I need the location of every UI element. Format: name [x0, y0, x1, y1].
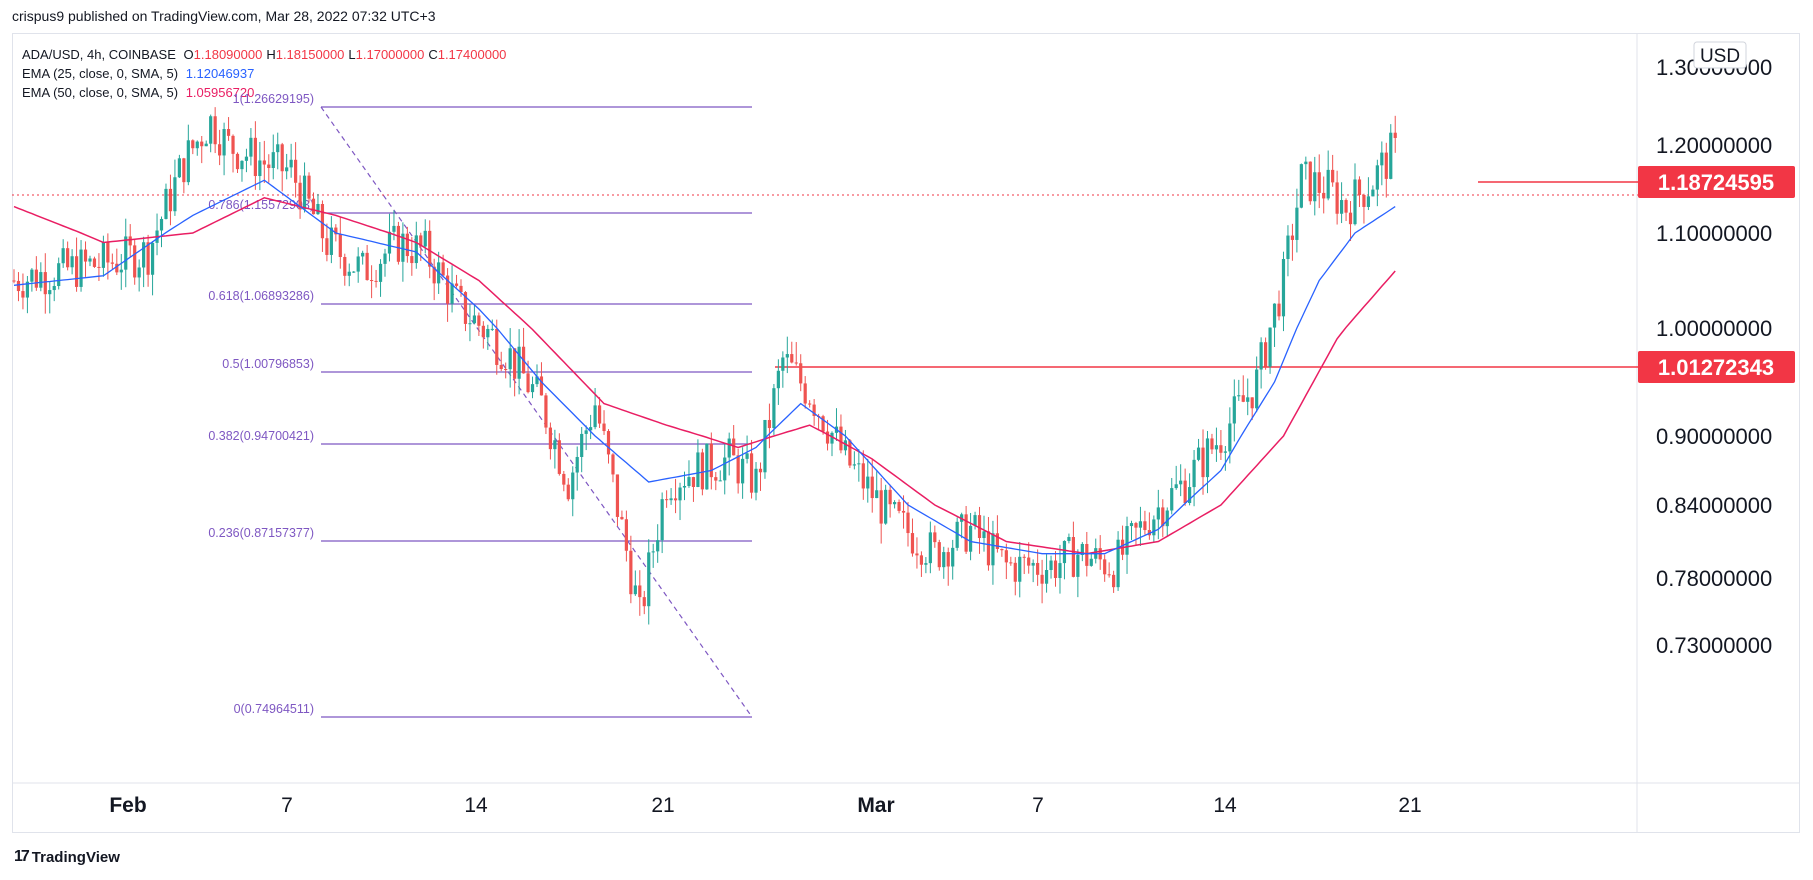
legend-ohlc-value: 1.18090000 [193, 47, 263, 62]
legend-ema50-value: 1.05956720 [185, 85, 255, 100]
legend-ema50-row: EMA (50, close, 0, SMA, 5) 1.05956720 [22, 83, 514, 102]
chart-frame[interactable] [12, 33, 1800, 833]
legend-ohlc: O1.18090000 H1.18150000 L1.17000000 C1.1740… [184, 47, 511, 62]
chart-legend: ADA/USD, 4h, COINBASE O1.18090000 H1.1815… [22, 45, 514, 102]
legend-ohlc-key: O [183, 47, 194, 62]
legend-ema25-label[interactable]: EMA (25, close, 0, SMA, 5) [22, 66, 179, 81]
legend-symbol-row: ADA/USD, 4h, COINBASE O1.18090000 H1.1815… [22, 45, 514, 64]
legend-ohlc-value: 1.17400000 [437, 47, 507, 62]
tradingview-brand: TradingView [31, 848, 120, 866]
legend-ema25-value: 1.12046937 [185, 66, 255, 81]
legend-ohlc-key: L [348, 47, 356, 62]
legend-ohlc-value: 1.18150000 [275, 47, 345, 62]
tradingview-logo[interactable]: 17 TradingView [14, 848, 120, 866]
published-info: crispus9 published on TradingView.com, M… [12, 8, 436, 24]
tradingview-mark-icon: 17 [14, 848, 30, 865]
legend-ohlc-value: 1.17000000 [355, 47, 425, 62]
legend-ema50-label[interactable]: EMA (50, close, 0, SMA, 5) [22, 85, 179, 100]
legend-ema25-row: EMA (25, close, 0, SMA, 5) 1.12046937 [22, 64, 514, 83]
legend-ohlc-key: H [266, 47, 276, 62]
legend-symbol[interactable]: ADA/USD, 4h, COINBASE [22, 47, 176, 62]
legend-ohlc-key: C [428, 47, 438, 62]
